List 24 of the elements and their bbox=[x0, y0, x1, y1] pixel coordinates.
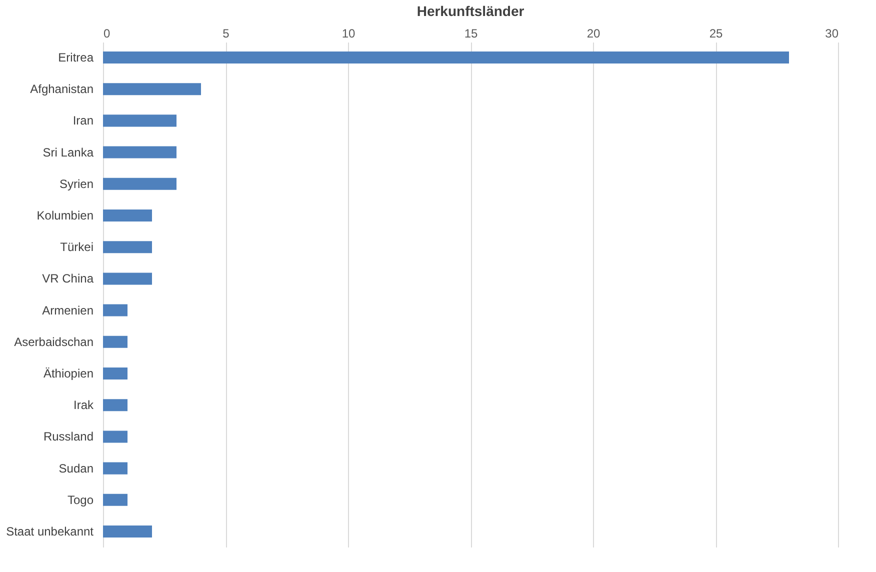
y-tick-label: Togo bbox=[67, 492, 94, 507]
x-tick-label: 15 bbox=[464, 26, 478, 40]
x-tick-label: 0 bbox=[104, 26, 110, 40]
y-tick-label: Äthiopien bbox=[43, 366, 94, 381]
y-tick-label: Irak bbox=[73, 398, 94, 412]
y-tick-label: Syrien bbox=[59, 176, 94, 191]
x-tick-label: 30 bbox=[825, 26, 839, 40]
y-tick-label: Eritrea bbox=[58, 50, 94, 64]
y-tick-label: Iran bbox=[72, 114, 94, 128]
y-tick-label: Sri Lanka bbox=[42, 145, 94, 160]
y-tick-label: Russland bbox=[43, 430, 94, 444]
y-tick-label: Türkei bbox=[60, 240, 94, 254]
x-tick-label: 25 bbox=[709, 26, 723, 40]
x-tick-label: 20 bbox=[586, 26, 600, 40]
x-tick-label: 5 bbox=[222, 26, 230, 40]
y-tick-label: VR China bbox=[42, 272, 94, 286]
y-tick-label: Kolumbien bbox=[36, 208, 94, 222]
x-tick-label: 10 bbox=[342, 26, 356, 40]
chart-title: Herkunftsländer bbox=[416, 3, 525, 19]
y-tick-label: Armenien bbox=[42, 303, 94, 318]
y-tick-label: Aserbaidschan bbox=[14, 334, 94, 349]
y-tick-label: Sudan bbox=[58, 461, 94, 476]
y-tick-label: Staat unbekannt bbox=[6, 524, 94, 539]
y-tick-label: Afghanistan bbox=[30, 82, 94, 96]
